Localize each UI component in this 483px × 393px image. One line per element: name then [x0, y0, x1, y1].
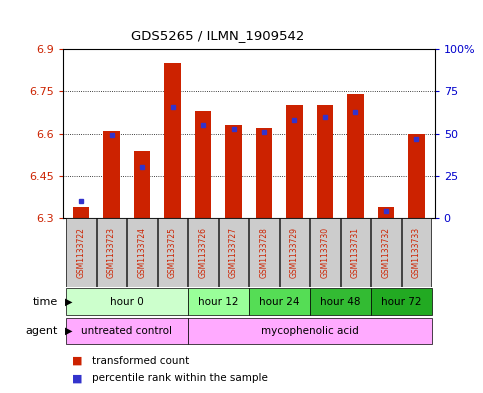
- Bar: [188, 218, 218, 287]
- Bar: [347, 94, 364, 218]
- Bar: [188, 288, 249, 315]
- Bar: [128, 218, 156, 287]
- Text: ▶: ▶: [65, 297, 73, 307]
- Bar: [164, 63, 181, 218]
- Text: GSM1133723: GSM1133723: [107, 227, 116, 278]
- Bar: [249, 288, 310, 315]
- Text: GDS5265 / ILMN_1909542: GDS5265 / ILMN_1909542: [131, 29, 304, 42]
- Bar: [188, 318, 432, 344]
- Bar: [341, 218, 370, 287]
- Bar: [402, 218, 431, 287]
- Text: hour 0: hour 0: [110, 297, 143, 307]
- Text: GSM1133726: GSM1133726: [199, 227, 208, 278]
- Bar: [67, 218, 96, 287]
- Bar: [66, 288, 188, 315]
- Bar: [158, 218, 187, 287]
- Text: GSM1133724: GSM1133724: [138, 227, 146, 278]
- Text: GSM1133732: GSM1133732: [382, 227, 390, 278]
- Bar: [219, 218, 248, 287]
- Text: transformed count: transformed count: [92, 356, 189, 366]
- Text: time: time: [33, 297, 58, 307]
- Bar: [316, 105, 333, 218]
- Bar: [310, 288, 370, 315]
- Text: percentile rank within the sample: percentile rank within the sample: [92, 373, 268, 383]
- Bar: [280, 218, 309, 287]
- Bar: [195, 111, 212, 218]
- Bar: [408, 134, 425, 218]
- Text: untreated control: untreated control: [81, 326, 172, 336]
- Text: GSM1133728: GSM1133728: [259, 227, 269, 278]
- Text: GSM1133731: GSM1133731: [351, 227, 360, 278]
- Text: GSM1133722: GSM1133722: [77, 227, 85, 278]
- Bar: [256, 128, 272, 218]
- Bar: [310, 218, 340, 287]
- Text: hour 12: hour 12: [198, 297, 239, 307]
- Bar: [378, 207, 394, 218]
- Text: ■: ■: [72, 373, 83, 383]
- Text: GSM1133725: GSM1133725: [168, 227, 177, 278]
- Text: hour 72: hour 72: [381, 297, 421, 307]
- Bar: [371, 218, 400, 287]
- Bar: [97, 218, 126, 287]
- Text: GSM1133730: GSM1133730: [320, 227, 329, 278]
- Text: agent: agent: [26, 326, 58, 336]
- Bar: [370, 288, 432, 315]
- Bar: [225, 125, 242, 218]
- Bar: [249, 218, 279, 287]
- Text: ▶: ▶: [65, 326, 73, 336]
- Text: hour 48: hour 48: [320, 297, 360, 307]
- Bar: [286, 105, 303, 218]
- Bar: [134, 151, 150, 218]
- Text: ■: ■: [72, 356, 83, 366]
- Text: GSM1133729: GSM1133729: [290, 227, 299, 278]
- Bar: [66, 318, 188, 344]
- Text: GSM1133727: GSM1133727: [229, 227, 238, 278]
- Text: hour 24: hour 24: [259, 297, 299, 307]
- Text: mycophenolic acid: mycophenolic acid: [261, 326, 358, 336]
- Text: GSM1133733: GSM1133733: [412, 227, 421, 278]
- Bar: [73, 207, 89, 218]
- Bar: [103, 131, 120, 218]
